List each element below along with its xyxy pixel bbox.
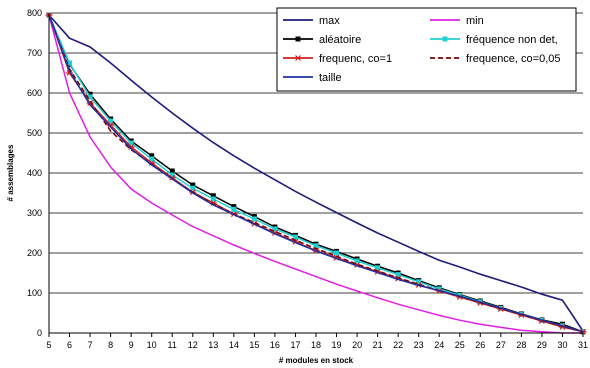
x-tick-label: 12 <box>188 340 198 350</box>
x-tick-label: 23 <box>414 340 424 350</box>
x-axis-title: # modules en stock <box>279 356 354 365</box>
data-point <box>416 279 422 285</box>
x-tick-label: 8 <box>108 340 113 350</box>
x-tick-label: 21 <box>373 340 383 350</box>
data-point <box>292 234 298 240</box>
data-point <box>128 140 134 146</box>
series-group <box>45 12 587 335</box>
y-tick-label: 600 <box>27 88 42 98</box>
series-line-min <box>48 14 583 334</box>
legend-item-max: max <box>283 15 340 27</box>
x-tick-label: 19 <box>332 340 342 350</box>
legend-label: max <box>319 15 340 27</box>
data-point <box>313 243 319 249</box>
data-point <box>395 272 401 278</box>
data-point <box>210 196 216 202</box>
data-point <box>375 265 381 271</box>
x-tick-label: 24 <box>434 340 444 350</box>
series-min <box>48 14 583 334</box>
legend-marker <box>295 36 301 42</box>
legend-item-frequence-non-det: fréquence non det, <box>430 34 558 46</box>
series-line-taille <box>48 14 584 333</box>
data-point <box>87 94 93 100</box>
data-point <box>190 182 196 188</box>
legend-label: fréquence non det, <box>466 34 558 46</box>
y-axis-title: # assemblages <box>6 144 15 201</box>
x-tick-label: 7 <box>88 340 93 350</box>
data-point <box>231 206 237 212</box>
x-tick-label: 27 <box>496 340 506 350</box>
series-max <box>48 14 584 332</box>
x-tick-label: 6 <box>67 340 72 350</box>
legend-item-aleatoire: aléatoire <box>283 34 361 46</box>
data-point <box>272 226 278 232</box>
data-point <box>87 91 93 97</box>
x-tick-label: 28 <box>516 340 526 350</box>
x-tick-label: 10 <box>147 340 157 350</box>
legend-item-frequenc-co-1: frequenc, co=1 <box>283 53 392 65</box>
x-tick-label: 11 <box>168 340 177 350</box>
data-point <box>190 185 196 191</box>
y-tick-label: 0 <box>37 328 42 338</box>
x-tick-label: 5 <box>46 340 51 350</box>
x-tick-label: 30 <box>557 340 567 350</box>
data-point <box>67 60 73 66</box>
tick-labels: 0 100 200 300 400 500 600 700 800 5 6 7 8 9 10 11 12 13 14… <box>27 8 588 350</box>
data-point <box>231 204 237 210</box>
x-tick-label: 16 <box>270 340 280 350</box>
data-point <box>251 216 257 222</box>
y-tick-label: 200 <box>27 248 42 258</box>
legend-label: frequenc, co=1 <box>319 53 392 65</box>
series-taille <box>48 14 584 333</box>
data-point <box>149 156 155 162</box>
x-tick-label: 13 <box>208 340 218 350</box>
y-tick-label: 300 <box>27 208 42 218</box>
legend-label: taille <box>319 72 342 84</box>
x-tick-label: 20 <box>352 340 362 350</box>
legend-item-taille: taille <box>283 72 342 84</box>
x-tick-label: 15 <box>249 340 259 350</box>
x-tick-label: 31 <box>578 340 588 350</box>
x-tick-label: 9 <box>129 340 134 350</box>
x-tick-label: 14 <box>229 340 239 350</box>
data-point <box>108 118 114 124</box>
data-point <box>169 172 175 178</box>
x-tick-label: 26 <box>475 340 485 350</box>
data-point <box>210 193 216 199</box>
y-tick-label: 700 <box>27 48 42 58</box>
data-point <box>334 250 340 256</box>
x-tick-label: 25 <box>455 340 465 350</box>
axes <box>48 13 584 337</box>
x-tick-label: 17 <box>290 340 300 350</box>
x-tick-label: 22 <box>393 340 403 350</box>
x-tick-label: 18 <box>311 340 321 350</box>
y-tick-label: 800 <box>27 8 42 18</box>
legend: max min aléatoire fréquence non det, frequen… <box>276 7 577 92</box>
legend-label: min <box>466 15 484 27</box>
legend-marker <box>442 36 448 42</box>
legend-box <box>276 7 577 92</box>
data-point <box>457 292 463 298</box>
legend-item-min: min <box>430 15 484 27</box>
data-point <box>354 258 360 264</box>
y-tick-label: 500 <box>27 128 42 138</box>
series-line-max <box>48 14 584 332</box>
x-tick-label: 29 <box>537 340 547 350</box>
legend-label: frequence, co=0,05 <box>466 53 561 65</box>
data-point <box>169 168 175 174</box>
legend-item-frequence-co-0-05: frequence, co=0,05 <box>430 53 561 65</box>
data-point <box>436 286 442 292</box>
legend-label: aléatoire <box>319 34 361 46</box>
y-tick-label: 400 <box>27 168 42 178</box>
data-point <box>149 153 155 159</box>
legend-marker <box>294 55 302 61</box>
y-tick-label: 100 <box>27 288 42 298</box>
